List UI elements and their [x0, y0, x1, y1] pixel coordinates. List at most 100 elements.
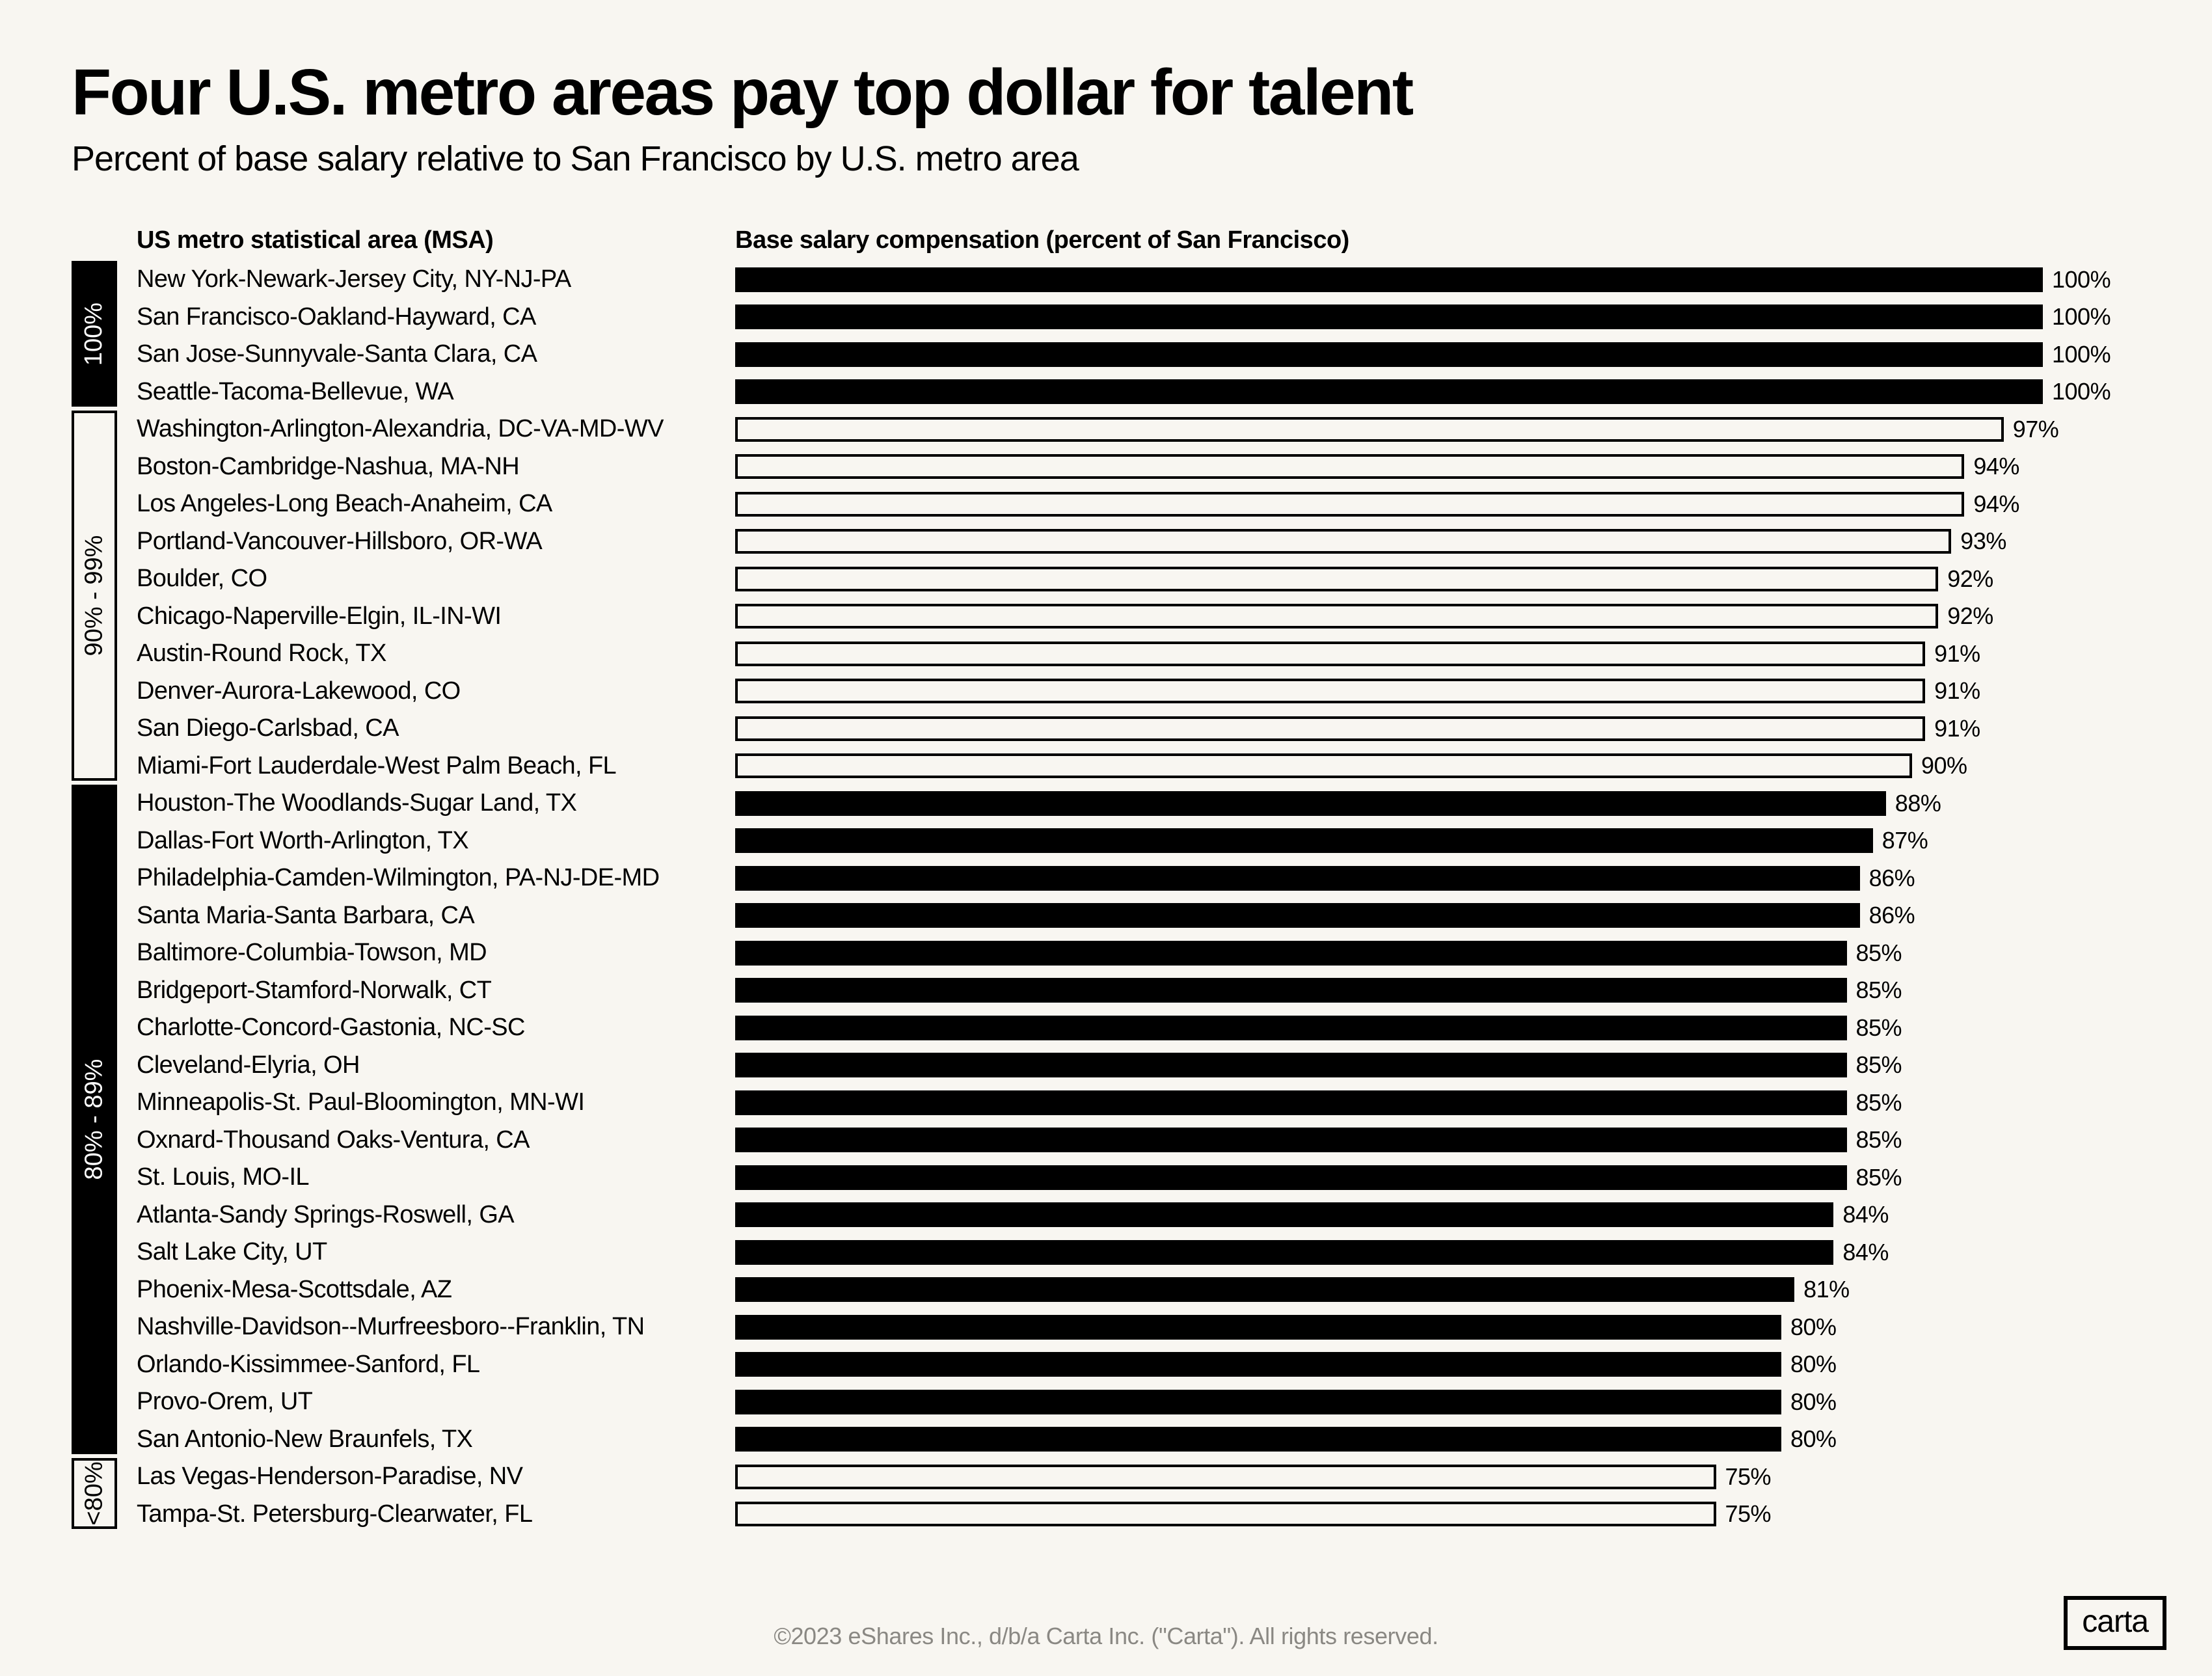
row-label: San Antonio-New Braunfels, TX: [137, 1426, 735, 1453]
row-value: 88%: [1895, 790, 1941, 817]
bar-track: 75%: [735, 1465, 2043, 1489]
group-bracket-label: 90% - 99%: [81, 535, 109, 656]
bar: [735, 642, 1925, 666]
bar: [735, 342, 2043, 367]
bar-area: 75%: [735, 1458, 2140, 1496]
bar: [735, 567, 1938, 591]
bar-track: 86%: [735, 866, 2043, 891]
row-label: Charlotte-Concord-Gastonia, NC-SC: [137, 1014, 735, 1042]
bar: [735, 417, 2004, 442]
row-value: 97%: [2013, 416, 2059, 443]
bar: [735, 1427, 1781, 1452]
row-value: 85%: [1856, 1164, 1902, 1191]
bar-area: 81%: [735, 1271, 2140, 1309]
rows-column: US metro statistical area (MSA) Base sal…: [137, 224, 2140, 1533]
bar: [735, 791, 1886, 816]
bar: [735, 454, 1964, 479]
row-label: Bridgeport-Stamford-Norwalk, CT: [137, 977, 735, 1005]
row-label: New York-Newark-Jersey City, NY-NJ-PA: [137, 265, 735, 293]
bar-track: 92%: [735, 604, 2043, 628]
bar-row: Boulder, CO92%: [137, 560, 2140, 598]
row-label: San Francisco-Oakland-Hayward, CA: [137, 303, 735, 331]
bar-row: San Diego-Carlsbad, CA91%: [137, 710, 2140, 748]
bar-row: Tampa-St. Petersburg-Clearwater, FL75%: [137, 1496, 2140, 1534]
group-bracket-label: 100%: [81, 302, 109, 365]
bar-row: Provo-Orem, UT80%: [137, 1383, 2140, 1421]
row-value: 85%: [1856, 939, 1902, 967]
bar: [735, 267, 2043, 292]
bar: [735, 828, 1873, 853]
row-value: 100%: [2052, 378, 2111, 405]
bar-row: Phoenix-Mesa-Scottsdale, AZ 81%: [137, 1271, 2140, 1309]
row-value: 92%: [1947, 565, 1993, 593]
header-value: Base salary compensation (percent of San…: [735, 226, 1349, 254]
bar-area: 92%: [735, 560, 2140, 598]
bar: [735, 1277, 1794, 1302]
row-label: Miami-Fort Lauderdale-West Palm Beach, F…: [137, 752, 735, 780]
row-label: Phoenix-Mesa-Scottsdale, AZ: [137, 1276, 735, 1304]
bar: [735, 1390, 1781, 1414]
bar-area: 100%: [735, 299, 2140, 336]
bar-track: 80%: [735, 1315, 2043, 1340]
bar: [735, 492, 1964, 517]
row-value: 100%: [2052, 303, 2111, 331]
bar-row: Bridgeport-Stamford-Norwalk, CT85%: [137, 972, 2140, 1010]
bar-row: Orlando-Kissimmee-Sanford, FL80%: [137, 1346, 2140, 1384]
row-value: 86%: [1869, 865, 1915, 892]
bar-area: 94%: [735, 448, 2140, 486]
bar: [735, 1240, 1833, 1265]
bar-row: Seattle-Tacoma-Bellevue, WA100%: [137, 373, 2140, 411]
row-value: 84%: [1842, 1201, 1889, 1228]
column-headers: US metro statistical area (MSA) Base sal…: [137, 224, 2140, 261]
row-label: Denver-Aurora-Lakewood, CO: [137, 677, 735, 705]
bar-area: 92%: [735, 598, 2140, 636]
row-label: Provo-Orem, UT: [137, 1388, 735, 1416]
bar-row: Washington-Arlington-Alexandria, DC-VA-M…: [137, 411, 2140, 448]
bar-row: Houston-The Woodlands-Sugar Land, TX 88%: [137, 785, 2140, 822]
bar-row: Minneapolis-St. Paul-Bloomington, MN-WI8…: [137, 1084, 2140, 1122]
bar-track: 80%: [735, 1390, 2043, 1414]
bar-track: 85%: [735, 1016, 2043, 1040]
bar: [735, 679, 1925, 703]
bar: [735, 1016, 1847, 1040]
bar: [735, 866, 1860, 891]
bar: [735, 379, 2043, 404]
bar-row: Denver-Aurora-Lakewood, CO91%: [137, 673, 2140, 710]
row-label: Baltimore-Columbia-Towson, MD: [137, 939, 735, 967]
row-value: 100%: [2052, 266, 2111, 293]
bar-area: 100%: [735, 261, 2140, 299]
bar-row: St. Louis, MO-IL85%: [137, 1159, 2140, 1196]
bar-row: Dallas-Fort Worth-Arlington, TX87%: [137, 822, 2140, 860]
group-bracket: <80%: [72, 1458, 117, 1529]
bar-track: 85%: [735, 1053, 2043, 1077]
bar-row: Chicago-Naperville-Elgin, IL-IN-WI92%: [137, 598, 2140, 636]
row-value: 91%: [1934, 715, 1980, 742]
bar-row: Miami-Fort Lauderdale-West Palm Beach, F…: [137, 748, 2140, 785]
row-value: 81%: [1803, 1276, 1850, 1303]
row-value: 94%: [1973, 491, 2019, 518]
bar-row: Charlotte-Concord-Gastonia, NC-SC85%: [137, 1009, 2140, 1047]
bar-track: 91%: [735, 716, 2043, 741]
row-value: 86%: [1869, 902, 1915, 929]
bar-area: 84%: [735, 1234, 2140, 1271]
chart-title: Four U.S. metro areas pay top dollar for…: [72, 59, 2140, 127]
bar: [735, 1053, 1847, 1077]
row-label: Washington-Arlington-Alexandria, DC-VA-M…: [137, 415, 735, 443]
bar-row: Oxnard-Thousand Oaks-Ventura, CA85%: [137, 1122, 2140, 1159]
bar: [735, 529, 1951, 554]
row-value: 84%: [1842, 1239, 1889, 1266]
row-value: 75%: [1725, 1500, 1772, 1528]
row-label: Houston-The Woodlands-Sugar Land, TX: [137, 789, 735, 817]
bar-track: 85%: [735, 1128, 2043, 1152]
row-value: 94%: [1973, 453, 2019, 480]
bar-row: New York-Newark-Jersey City, NY-NJ-PA 100…: [137, 261, 2140, 299]
bar-area: 85%: [735, 972, 2140, 1010]
row-label: Cleveland-Elyria, OH: [137, 1051, 735, 1079]
group-bracket-label: 80% - 89%: [81, 1059, 109, 1180]
bar-track: 94%: [735, 492, 2043, 517]
bar-track: 97%: [735, 417, 2043, 442]
chart-container: 100% 90% - 99% 80% - 89% <80% US metro stat…: [72, 224, 2140, 1533]
bar-row: San Francisco-Oakland-Hayward, CA 100%: [137, 299, 2140, 336]
bar-track: 81%: [735, 1277, 2043, 1302]
bar-row: Philadelphia-Camden-Wilmington, PA-NJ-DE…: [137, 859, 2140, 897]
